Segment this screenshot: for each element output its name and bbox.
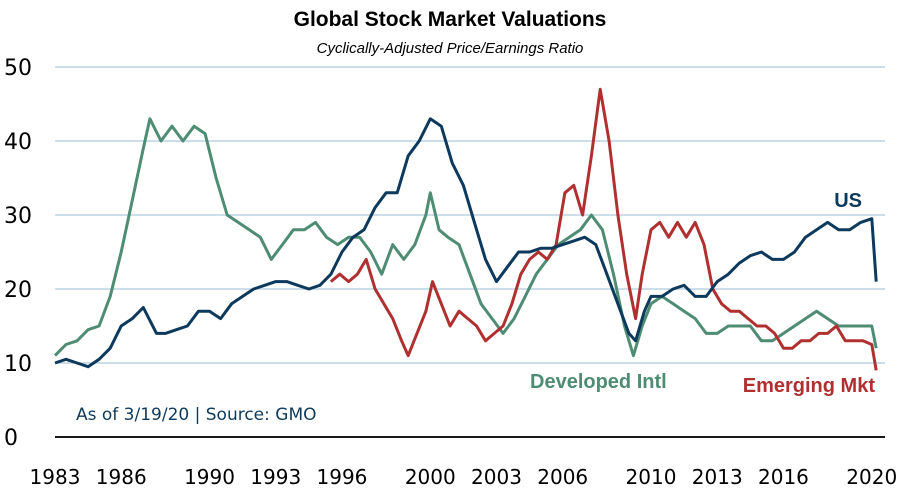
series-label-developed-intl: Developed Intl [530, 371, 667, 393]
y-tick-label: 10 [4, 352, 32, 377]
x-tick-label: 2013 [692, 465, 743, 489]
series-label-us: US [834, 190, 862, 212]
x-tick-label: 1993 [250, 465, 301, 489]
x-tick-label: 1996 [317, 465, 368, 489]
x-tick-label: 2010 [626, 465, 677, 489]
x-tick-label: 2006 [537, 465, 588, 489]
x-tick-label: 2000 [405, 465, 456, 489]
chart-subtitle: Cyclically-Adjusted Price/Earnings Ratio [316, 40, 584, 57]
source-note: As of 3/19/20 | Source: GMO [76, 405, 317, 425]
y-tick-label: 0 [4, 426, 18, 451]
y-tick-label: 30 [4, 204, 32, 229]
x-tick-label: 1986 [96, 465, 147, 489]
y-tick-label: 50 [4, 56, 32, 81]
x-tick-label: 2020 [846, 465, 897, 489]
x-tick-label: 1983 [30, 465, 81, 489]
y-axis-ticks: 0 10 20 30 40 50 [4, 56, 32, 451]
x-tick-label: 1990 [184, 465, 235, 489]
series-line-us [54, 117, 878, 369]
x-tick-label: 2016 [758, 465, 809, 489]
x-axis-ticks: 1983 1986 1990 1993 1996 2000 2003 2006 2010 2013… [30, 465, 898, 489]
grid-lines [55, 66, 885, 438]
x-tick-label: 2003 [471, 465, 522, 489]
series-label-emerging-mkt: Emerging Mkt [743, 375, 876, 397]
y-tick-label: 40 [4, 130, 32, 155]
series-lines [53, 87, 878, 371]
chart-title: Global Stock Market Valuations [293, 8, 607, 31]
series-line-emerging-mkt [329, 87, 878, 371]
y-tick-label: 20 [4, 278, 32, 303]
series-line-developed-intl [53, 117, 878, 358]
